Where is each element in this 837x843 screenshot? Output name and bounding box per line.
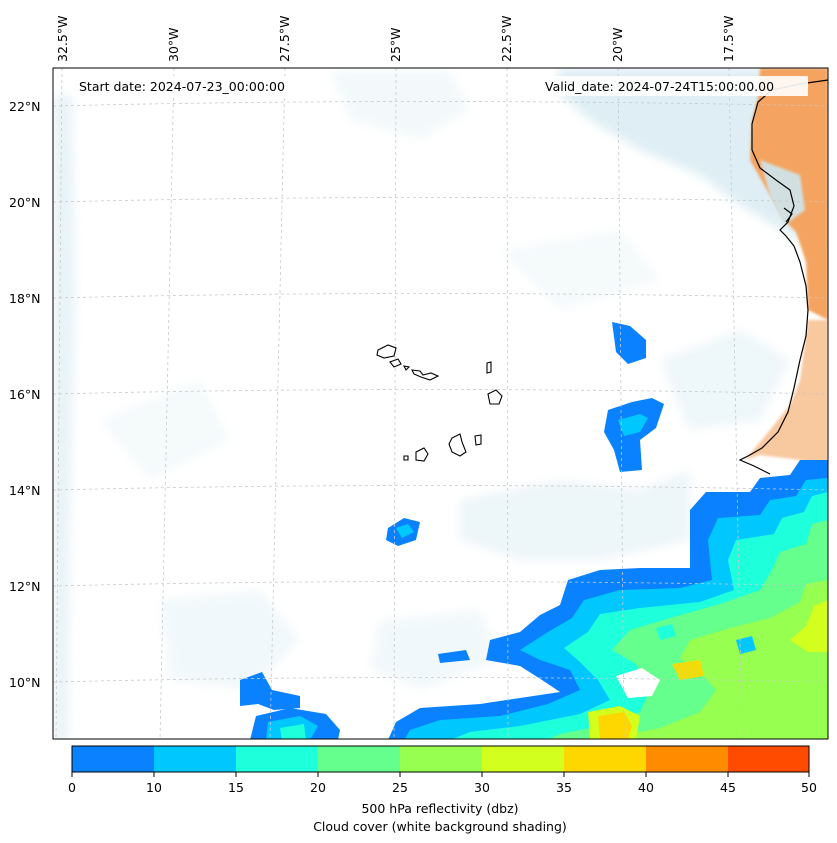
colorbar-frame <box>71 745 810 773</box>
valid-date-box: Valid_date: 2024-07-24T15:00:00.00 <box>538 76 808 96</box>
colorbar-tick-labels: 0 10 15 20 25 30 35 40 45 50 <box>68 780 817 795</box>
africa-coastline <box>738 79 828 475</box>
colorbar-tick-label: 40 <box>638 780 654 795</box>
colorbar-bin-30-35 <box>482 746 564 772</box>
cloud-cover-shading <box>53 68 828 739</box>
colorbar-bin-25-30 <box>400 746 482 772</box>
colorbar-tick-label: 20 <box>310 780 326 795</box>
colorbar-bin-35-40 <box>564 746 646 772</box>
colorbar-bin-10-15 <box>154 746 236 772</box>
colorbar-bins <box>72 746 809 772</box>
colorbar-bin-20-25 <box>318 746 400 772</box>
colorbar-tick-label: 45 <box>720 780 736 795</box>
colorbar-tick-label: 50 <box>801 780 817 795</box>
lat-label: 14°N <box>9 483 41 498</box>
colorbar-tick-label: 35 <box>556 780 572 795</box>
valid-date-label: Valid_date: 2024-07-24T15:00:00.00 <box>545 79 774 94</box>
colorbar-bin-45-50 <box>728 746 809 772</box>
island-santiago <box>448 433 467 457</box>
start-date-label: Start date: 2024-07-23_00:00:00 <box>79 79 285 94</box>
island-brava <box>403 455 409 461</box>
lon-label: 20°W <box>610 27 625 62</box>
colorbar-tick-label: 0 <box>68 780 76 795</box>
colorbar-bin-40-45 <box>646 746 728 772</box>
latitude-labels: 22°N 20°N 18°N 16°N 14°N 12°N 10°N <box>9 99 41 690</box>
lon-label: 32.5°W <box>55 16 70 62</box>
island-boa-vista <box>487 389 503 405</box>
lat-label: 10°N <box>9 675 41 690</box>
lon-label: 25°W <box>388 27 403 62</box>
island-sao-nicolau <box>411 369 440 381</box>
lat-label: 20°N <box>9 195 41 210</box>
lon-label: 27.5°W <box>277 16 292 62</box>
colorbar-tick-label: 15 <box>228 780 244 795</box>
graticule <box>53 68 828 739</box>
lon-label: 17.5°W <box>721 16 736 62</box>
colorbar-tick-label: 10 <box>146 780 162 795</box>
colorbar-label-line1: 500 hPa reflectivity (dbz) <box>361 801 518 816</box>
colorbar-bin-0-10 <box>72 746 154 772</box>
cape-verde-islands <box>376 344 503 462</box>
island-fogo <box>415 447 429 462</box>
island-sao-vicente <box>389 358 402 368</box>
lat-label: 18°N <box>9 291 41 306</box>
coastlines <box>738 79 828 475</box>
start-date-box: Start date: 2024-07-23_00:00:00 <box>72 76 316 96</box>
lon-label: 30°W <box>166 27 181 62</box>
lat-label: 22°N <box>9 99 41 114</box>
colorbar-ticks <box>71 772 810 777</box>
colorbar-tick-label: 25 <box>392 780 408 795</box>
colorbar-bin-15-20 <box>236 746 318 772</box>
reflectivity-field <box>240 322 828 739</box>
lat-label: 12°N <box>9 579 41 594</box>
colorbar: 0 10 15 20 25 30 35 40 45 50 500 hPa ref… <box>68 745 817 834</box>
lon-label: 22.5°W <box>499 16 514 62</box>
colorbar-label-line2: Cloud cover (white background shading) <box>313 819 567 834</box>
longitude-labels: 32.5°W 30°W 27.5°W 25°W 22.5°W 20°W 17.5… <box>55 16 736 62</box>
island-sal <box>486 361 492 374</box>
lat-label: 16°N <box>9 387 41 402</box>
island-maio <box>474 434 482 446</box>
map-panel: Start date: 2024-07-23_00:00:00 Valid_da… <box>53 68 828 739</box>
island-santa-luzia <box>403 365 411 371</box>
colorbar-tick-label: 30 <box>474 780 490 795</box>
island-santo-antao <box>376 344 397 359</box>
map-frame <box>52 67 829 740</box>
